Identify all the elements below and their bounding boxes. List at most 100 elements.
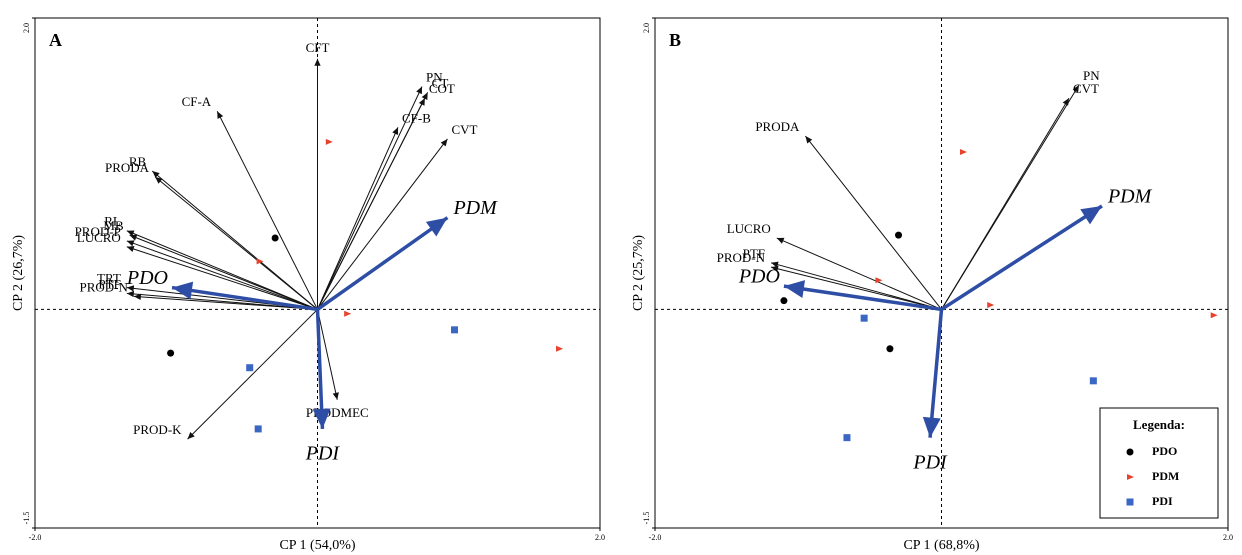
loading-label: MB bbox=[103, 218, 124, 233]
loading-vector bbox=[216, 111, 318, 310]
point bbox=[246, 364, 254, 372]
arrowhead bbox=[217, 111, 224, 119]
loading-label: PROD-N bbox=[717, 250, 766, 265]
legend-label: PDO bbox=[1152, 444, 1177, 458]
y-tick-label: -1.5 bbox=[642, 512, 651, 525]
arrowhead bbox=[922, 416, 941, 438]
point bbox=[325, 138, 333, 145]
loading-label: CF-B bbox=[402, 110, 431, 125]
loading-label: PRODA bbox=[105, 160, 150, 175]
point bbox=[254, 425, 262, 433]
point bbox=[344, 310, 352, 317]
loading-vector bbox=[317, 138, 448, 310]
point bbox=[167, 349, 175, 357]
arrowhead bbox=[187, 431, 195, 440]
loading-label: LUCRO bbox=[77, 230, 121, 245]
point bbox=[895, 231, 903, 239]
x-axis-label: CP 1 (68,8%) bbox=[903, 538, 979, 553]
arrowhead bbox=[776, 237, 785, 244]
loading-vector bbox=[187, 309, 318, 440]
arrowhead bbox=[1072, 85, 1080, 93]
y-axis-label: CP 2 (25,7%) bbox=[631, 235, 646, 311]
point bbox=[451, 326, 459, 334]
loading-label: CVT bbox=[1073, 81, 1099, 96]
legend: Legenda: PDO PDM PDI bbox=[1099, 407, 1219, 519]
loading-vector bbox=[317, 86, 423, 310]
loading-label: PROD-N bbox=[79, 279, 128, 294]
loading-label: PTF bbox=[98, 276, 120, 291]
loading-vector bbox=[126, 246, 318, 310]
arrowhead bbox=[421, 92, 428, 100]
arrowhead bbox=[152, 171, 160, 178]
y-axis-label: CP 2 (26,7%) bbox=[11, 235, 26, 311]
arrowhead bbox=[172, 281, 194, 300]
loading-vector bbox=[129, 234, 318, 310]
arrowhead bbox=[126, 290, 135, 298]
loading-label: RB bbox=[129, 154, 147, 169]
legend-marker bbox=[1126, 498, 1134, 506]
treatment-label: PDI bbox=[912, 451, 948, 473]
x-axis-label: CP 1 (54,0%) bbox=[279, 538, 355, 553]
loading-label: COT bbox=[429, 81, 455, 96]
legend-label: PDI bbox=[1152, 494, 1173, 508]
legend-marker bbox=[1127, 474, 1134, 480]
x-tick-label: -2.0 bbox=[649, 533, 662, 542]
point bbox=[843, 434, 851, 442]
arrowhead bbox=[126, 245, 135, 252]
point bbox=[875, 277, 883, 284]
arrowhead bbox=[440, 138, 448, 147]
loading-vector bbox=[133, 295, 318, 310]
loading-label: LUCRO bbox=[727, 221, 771, 236]
arrowhead bbox=[805, 136, 813, 144]
panel: A CP 1 (54,0%) CP 2 (26,7%) -2.0 2.0 -1.5 2.0 C… bbox=[11, 17, 605, 553]
arrowhead bbox=[155, 176, 163, 184]
y-tick-label: 2.0 bbox=[642, 23, 651, 33]
x-tick-label: 2.0 bbox=[595, 533, 605, 542]
panel-label: A bbox=[49, 30, 62, 50]
legend-title: Legenda: bbox=[1133, 417, 1185, 432]
legend-label: PDM bbox=[1152, 469, 1179, 483]
arrowhead bbox=[771, 265, 779, 272]
arrowhead bbox=[418, 98, 425, 106]
arrowhead bbox=[314, 58, 321, 66]
point bbox=[780, 297, 788, 305]
arrowhead bbox=[126, 240, 135, 247]
loading-vector bbox=[776, 237, 942, 310]
treatment-label: PDO bbox=[126, 267, 168, 289]
point bbox=[987, 302, 995, 309]
loading-label: CF-A bbox=[182, 94, 212, 109]
y-tick-label: 2.0 bbox=[22, 23, 31, 33]
arrowhead bbox=[783, 280, 806, 298]
treatment-vector bbox=[171, 285, 318, 312]
loading-vector bbox=[126, 230, 318, 310]
loading-label: CT bbox=[432, 75, 449, 90]
x-tick-label: 2.0 bbox=[1223, 533, 1233, 542]
point bbox=[556, 345, 564, 352]
arrowhead bbox=[425, 217, 448, 237]
point bbox=[1089, 377, 1097, 385]
loading-label: CVT bbox=[451, 122, 477, 137]
treatment-vector bbox=[783, 284, 942, 312]
loading-vector bbox=[317, 97, 426, 310]
loading-label: PROD-P bbox=[75, 224, 121, 239]
loading-label: RL bbox=[104, 214, 121, 229]
arrowhead bbox=[1080, 205, 1102, 225]
loading-vector bbox=[770, 266, 942, 310]
point bbox=[860, 314, 868, 322]
panel: B CP 1 (68,8%) CP 2 (25,7%) -2.0 2.0 -1.5 2.0 P… bbox=[631, 17, 1233, 553]
loading-label: PROD-K bbox=[133, 422, 182, 437]
treatment-vector bbox=[316, 216, 449, 311]
loading-label: CFT bbox=[306, 40, 330, 55]
treatment-vector bbox=[940, 204, 1103, 311]
arrowhead bbox=[332, 392, 339, 400]
legend-box bbox=[1099, 407, 1219, 519]
loading-label: PN bbox=[426, 69, 443, 84]
treatment-vector bbox=[928, 309, 944, 438]
loading-vector bbox=[317, 127, 399, 310]
arrowhead bbox=[392, 127, 399, 135]
loading-vector bbox=[770, 262, 942, 310]
loading-vector bbox=[805, 135, 942, 310]
point bbox=[256, 258, 264, 265]
arrowhead bbox=[416, 86, 423, 95]
